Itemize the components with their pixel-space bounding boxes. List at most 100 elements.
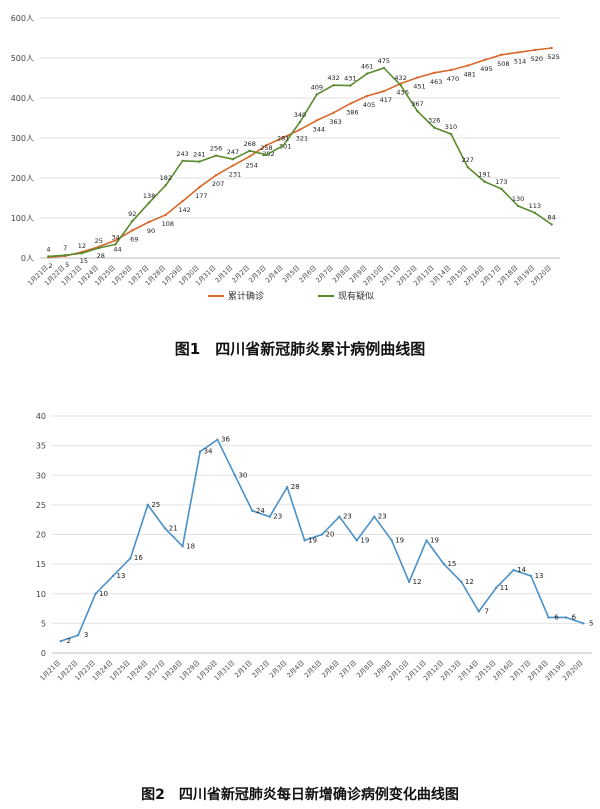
data-point [198, 450, 202, 453]
x-tick-label: 2月3日 [247, 264, 268, 285]
data-point [500, 187, 503, 190]
data-label: 5 [589, 619, 593, 627]
data-point [516, 51, 520, 54]
data-point [214, 174, 218, 177]
data-label: 34 [111, 233, 119, 241]
data-label: 310 [445, 123, 457, 131]
data-label: 495 [480, 65, 492, 73]
data-label: 256 [210, 145, 222, 153]
data-label: 19 [308, 536, 317, 544]
y-tick-label: 40 [36, 412, 46, 421]
x-tick-label: 2月1日 [233, 659, 254, 680]
data-label: 14 [517, 566, 526, 574]
data-point [416, 76, 419, 79]
data-label: 113 [529, 202, 541, 210]
data-label: 431 [344, 75, 356, 83]
data-point [80, 252, 84, 255]
data-label: 247 [227, 148, 239, 156]
x-tick-label: 2月8日 [331, 264, 352, 285]
data-point [59, 639, 62, 643]
data-label: 525 [547, 53, 559, 61]
data-label: 24 [256, 507, 265, 515]
data-label: 409 [311, 83, 323, 91]
data-point [298, 128, 302, 131]
data-label: 241 [193, 151, 205, 159]
data-point [494, 586, 498, 590]
data-point [365, 94, 369, 98]
data-point [320, 533, 324, 536]
data-label: 19 [430, 536, 439, 544]
x-tick-label: 2月3日 [268, 659, 289, 680]
series-line-1 [48, 47, 552, 258]
data-label: 10 [99, 590, 108, 598]
data-label: 254 [245, 161, 257, 169]
x-tick-label: 2月8日 [355, 659, 376, 680]
data-label: 386 [346, 109, 358, 117]
data-point [564, 616, 568, 619]
data-point [214, 154, 218, 157]
data-point [425, 539, 428, 542]
data-point [349, 84, 352, 87]
x-tick-label: 2月4日 [264, 264, 285, 285]
data-point [332, 111, 335, 115]
data-label: 2 [48, 262, 52, 270]
data-point [315, 93, 318, 96]
figure1-caption: 图1 四川省新冠肺炎累计病例曲线图 [174, 340, 426, 358]
y-tick-label: 35 [36, 442, 46, 451]
data-point [129, 557, 132, 560]
data-label: 30 [238, 471, 247, 479]
data-point [248, 149, 251, 152]
data-label: 281 [277, 135, 289, 143]
data-label: 508 [497, 60, 509, 68]
data-point [483, 58, 486, 62]
data-point [282, 144, 285, 147]
y-tick-label: 0 [41, 649, 46, 658]
data-label: 520 [531, 55, 543, 63]
data-point [303, 539, 306, 542]
data-point [529, 574, 533, 578]
data-point [533, 211, 537, 214]
data-label: 21 [169, 525, 178, 533]
data-label: 25 [95, 237, 103, 245]
data-label: 2 [66, 637, 70, 645]
data-label: 4 [46, 245, 50, 253]
data-point [512, 568, 515, 572]
data-point [483, 180, 486, 183]
data-point [432, 71, 436, 75]
cumulative-cases-chart: 0人100人200人300人400人500人600人1月21日1月22日1月23… [11, 14, 560, 302]
data-label: 363 [329, 118, 341, 126]
data-point [164, 213, 168, 216]
data-point [231, 158, 235, 161]
data-label: 191 [478, 171, 490, 179]
data-label: 20 [326, 531, 335, 539]
data-label: 177 [195, 192, 207, 200]
data-point [315, 119, 318, 122]
data-point [547, 616, 550, 619]
data-label: 436 [396, 89, 408, 97]
data-label: 108 [162, 220, 174, 228]
data-label: 16 [134, 554, 143, 562]
data-label: 514 [514, 57, 526, 65]
data-label: 340 [294, 111, 306, 119]
data-label: 13 [535, 572, 544, 580]
data-label: 28 [97, 252, 105, 260]
data-label: 12 [413, 578, 422, 586]
data-label: 90 [147, 227, 155, 235]
data-label: 142 [178, 206, 190, 214]
data-label: 36 [221, 436, 230, 444]
x-tick-label: 2月4日 [285, 659, 306, 680]
y-tick-label: 15 [36, 560, 46, 569]
data-point [349, 102, 352, 105]
x-tick-label: 2月6日 [320, 659, 341, 680]
series-line-2 [48, 67, 553, 258]
data-label: 44 [113, 245, 121, 253]
data-label: 432 [327, 74, 339, 82]
data-point [382, 90, 386, 93]
data-point [181, 545, 184, 548]
data-label: 243 [176, 150, 188, 158]
data-point [550, 46, 553, 50]
data-point [131, 220, 134, 223]
y-tick-label: 500人 [11, 54, 34, 63]
legend-label-2: 现有疑似 [338, 290, 374, 302]
x-tick-label: 2月2日 [250, 659, 271, 680]
